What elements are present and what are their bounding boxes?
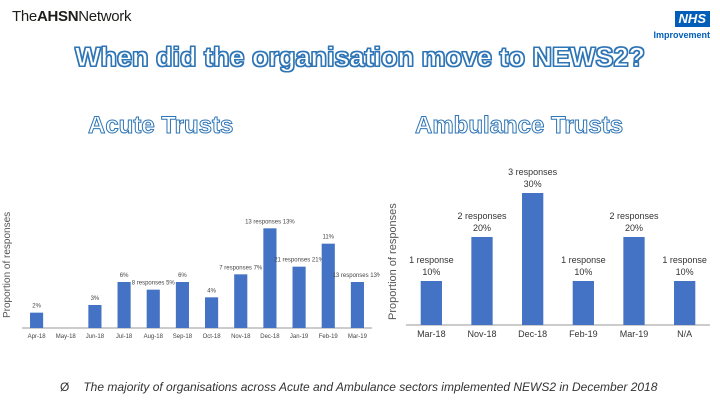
ambulance-bar — [522, 193, 544, 325]
acute-data-label: 6% — [178, 273, 187, 279]
ambulance-y-axis-label: Proportion of responses — [387, 203, 399, 320]
acute-bar — [292, 266, 306, 328]
ambulance-data-label-count: 1 response — [409, 255, 454, 265]
acute-tick-label: May-18 — [56, 334, 77, 340]
ambulance-chart-title: Ambulance Trusts — [414, 112, 624, 140]
acute-bar — [321, 243, 335, 328]
acute-tick-label: Sep-18 — [173, 334, 193, 340]
page-title: When did the organisation move to NEWS2? — [74, 42, 646, 73]
acute-bar — [175, 282, 189, 328]
acute-data-label: 2% — [32, 304, 41, 310]
ambulance-data-label-count: 2 responses — [609, 211, 659, 221]
ambulance-trusts-chart: 1 response 10% Mar-18 2 responses 20% Nov-18 3… — [387, 167, 710, 339]
acute-tick-label: Aug-18 — [144, 334, 164, 340]
bullet-arrow-icon: Ø — [60, 380, 70, 394]
logo-suffix: Network — [78, 8, 132, 25]
acute-bar — [234, 274, 248, 328]
ambulance-tick-label: Nov-18 — [467, 329, 496, 339]
ambulance-data-label-count: 1 response — [561, 255, 606, 265]
acute-chart-title: Acute Trusts — [87, 112, 234, 140]
acute-bar — [88, 305, 102, 328]
ambulance-data-label-percent: 20% — [473, 223, 491, 233]
acute-bar — [146, 289, 160, 328]
ambulance-bar — [674, 281, 696, 325]
acute-tick-label: Dec-18 — [260, 334, 280, 340]
ambulance-data-label-count: 2 responses — [457, 211, 507, 221]
ambulance-data-label-percent: 10% — [676, 267, 694, 277]
ambulance-bar — [623, 237, 645, 325]
acute-data-label: 6% — [120, 273, 129, 279]
acute-tick-label: Nov-18 — [231, 334, 251, 340]
nhs-badge: NHS — [674, 11, 710, 27]
ambulance-tick-label: Mar-18 — [417, 329, 446, 339]
ambulance-data-label-percent: 30% — [524, 179, 542, 189]
acute-tick-label: Feb-19 — [319, 334, 339, 340]
acute-bar — [205, 297, 219, 328]
acute-trusts-chart: 2% Apr-18 May-18 3% Jun-18 6% Jul-18 8 response… — [2, 212, 380, 340]
logo-prefix: The — [12, 8, 37, 25]
acute-data-label: 3% — [91, 296, 100, 302]
nhs-subtitle: Improvement — [653, 30, 710, 40]
logo-bold: AHSN — [36, 8, 79, 25]
ambulance-bar — [572, 281, 594, 325]
footnote-text: The majority of organisations across Acu… — [83, 380, 658, 394]
acute-data-label: 13 responses 13% — [333, 273, 380, 279]
ambulance-data-label-count: 1 response — [662, 255, 707, 265]
acute-tick-label: Jan-19 — [290, 334, 309, 340]
ambulance-data-label-percent: 10% — [574, 267, 592, 277]
acute-tick-label: Oct-18 — [203, 334, 222, 340]
ambulance-tick-label: Feb-19 — [569, 329, 598, 339]
ambulance-data-label-percent: 20% — [625, 223, 643, 233]
ambulance-bar — [471, 237, 493, 325]
ambulance-data-label-percent: 10% — [422, 267, 440, 277]
ambulance-data-label-count: 3 responses — [508, 167, 558, 177]
ambulance-tick-label: N/A — [677, 329, 692, 339]
acute-tick-label: Apr-18 — [28, 334, 47, 340]
acute-data-label: 21 responses 21% — [274, 258, 324, 264]
acute-bar — [30, 312, 44, 328]
acute-tick-label: Mar-19 — [348, 334, 368, 340]
acute-data-label: 11% — [322, 235, 334, 241]
ambulance-bar — [420, 281, 442, 325]
acute-bar — [263, 228, 277, 328]
acute-tick-label: Jul-18 — [116, 334, 133, 340]
acute-y-axis-label: Proportion of responses — [2, 212, 13, 318]
nhs-improvement-logo: NHS Improvement — [650, 10, 710, 40]
ambulance-tick-label: Mar-19 — [620, 329, 649, 339]
acute-data-label: 4% — [207, 288, 216, 294]
acute-data-label: 7 responses 7% — [219, 265, 263, 271]
acute-bar — [117, 282, 131, 328]
acute-bar — [350, 282, 364, 328]
acute-tick-label: Jun-18 — [86, 334, 105, 340]
acute-data-label: 8 responses 5% — [132, 281, 176, 287]
ahsn-network-logo: TheAHSNNetwork — [12, 8, 131, 25]
ambulance-tick-label: Dec-18 — [518, 329, 547, 339]
footnote: Ø The majority of organisations across Ac… — [60, 380, 657, 394]
acute-data-label: 13 responses 13% — [245, 219, 295, 225]
